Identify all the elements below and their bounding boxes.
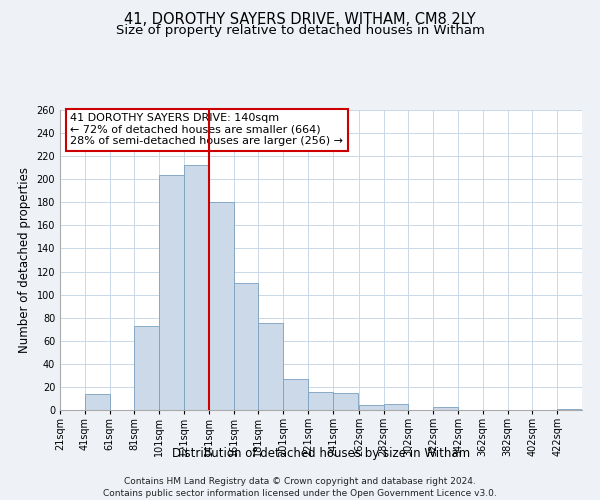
Text: 41 DOROTHY SAYERS DRIVE: 140sqm
← 72% of detached houses are smaller (664)
28% o: 41 DOROTHY SAYERS DRIVE: 140sqm ← 72% of… <box>70 113 343 146</box>
Bar <box>85 394 110 410</box>
Bar <box>233 283 259 410</box>
Text: Contains public sector information licensed under the Open Government Licence v3: Contains public sector information licen… <box>103 489 497 498</box>
Text: Distribution of detached houses by size in Witham: Distribution of detached houses by size … <box>172 448 470 460</box>
Text: 41, DOROTHY SAYERS DRIVE, WITHAM, CM8 2LY: 41, DOROTHY SAYERS DRIVE, WITHAM, CM8 2L… <box>124 12 476 28</box>
Bar <box>383 404 409 410</box>
Bar <box>557 409 582 410</box>
Bar <box>184 166 209 410</box>
Text: Size of property relative to detached houses in Witham: Size of property relative to detached ho… <box>116 24 484 37</box>
Bar <box>433 406 458 410</box>
Bar <box>308 392 333 410</box>
Bar <box>134 326 159 410</box>
Bar <box>359 406 383 410</box>
Bar <box>283 379 308 410</box>
Bar <box>159 174 184 410</box>
Text: Contains HM Land Registry data © Crown copyright and database right 2024.: Contains HM Land Registry data © Crown c… <box>124 478 476 486</box>
Bar <box>333 392 358 410</box>
Y-axis label: Number of detached properties: Number of detached properties <box>18 167 31 353</box>
Bar <box>259 324 283 410</box>
Bar <box>209 202 233 410</box>
